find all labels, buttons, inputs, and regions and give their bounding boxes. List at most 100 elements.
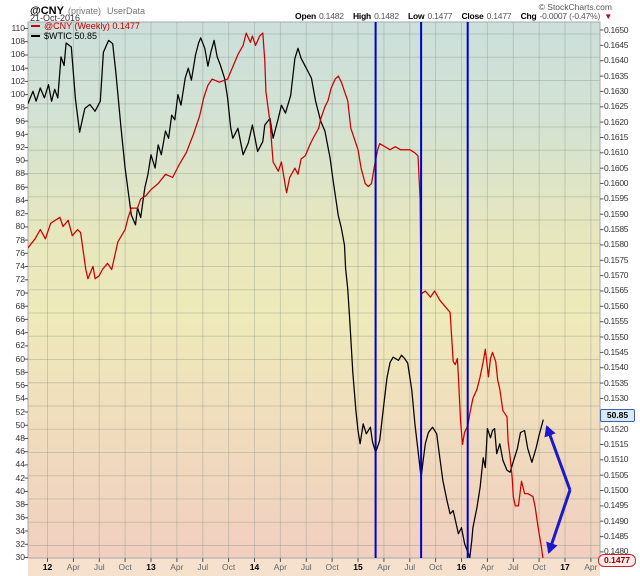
x-axis-tick: Oct [222,562,236,572]
left-axis-tick: 92 [15,142,25,153]
left-axis-tick: 68 [15,300,25,311]
right-axis-tick: 0.1545 [604,346,629,357]
copyright-label: © StockCharts.com [538,2,612,12]
x-axis-tick: Oct [429,562,443,572]
x-axis-tick: Oct [532,562,546,572]
right-axis-tick: 0.1630 [604,85,629,96]
x-axis-tick: 16 [456,562,467,572]
left-axis-tick: 82 [15,208,25,219]
right-axis-tick: 0.1510 [604,454,629,465]
right-axis-tick: 0.1555 [604,316,629,327]
left-axis-tick: 58 [15,366,25,377]
right-axis-tick: 0.1495 [604,500,629,511]
x-axis-tick: Apr [480,562,494,572]
x-axis-tick: Apr [273,562,287,572]
symbol-title: @CNY [30,5,64,17]
left-axis-tick: 80 [15,221,25,232]
left-axis-tick: 104 [10,62,25,73]
annotation-arrow [546,489,572,554]
right-axis-tick: 0.1565 [604,285,629,296]
right-axis-tick: 0.1505 [604,469,629,480]
low-value: 0.1477 [427,11,453,21]
legend-item-wtic: $WTIC 50.85 [31,31,140,41]
left-axis-tick: 42 [15,472,25,483]
left-axis-tick: 108 [10,36,25,47]
cny-series-line [28,32,544,558]
right-axis-tick: 0.1550 [604,331,629,342]
chg-value: -0.0007 (-0.47%) [539,11,601,21]
open-value: 0.1482 [318,11,344,21]
left-axis-tick: 64 [15,327,25,338]
right-axis-tick: 0.1585 [604,224,629,235]
x-axis-tick: Jul [197,562,209,572]
close-value: 0.1477 [486,11,512,21]
left-axis-tick: 44 [15,459,25,470]
right-axis-tick: 0.1570 [604,270,629,281]
right-axis-tick: 0.1605 [604,162,629,173]
left-axis-tick: 60 [15,353,25,364]
left-axis-tick: 90 [15,155,25,166]
x-axis-tick: Jul [300,562,312,572]
wtic-series-line [28,37,544,558]
x-axis-tick: Apr [66,562,80,572]
down-triangle-icon: ▼ [604,12,612,21]
chg-label: Chg [520,11,537,21]
left-axis-tick: 74 [15,261,25,272]
right-axis-tick: 0.1490 [604,515,629,526]
right-axis-tick: 0.1600 [604,178,629,188]
legend-label-wtic: $WTIC 50.85 [44,31,98,41]
x-axis-tick: Jul [404,562,416,572]
left-axis-tick: 110 [11,23,25,33]
left-axis-tick: 46 [15,446,25,457]
left-axis-tick: 56 [15,380,25,391]
right-axis-tick: 0.1485 [604,531,629,542]
right-axis-tick: 0.1620 [604,116,629,127]
right-axis-tick: 0.1575 [604,254,629,265]
x-axis-tick: Apr [584,562,598,572]
quote-row: Open 0.1482 High 0.1482 Low 0.1477 Close 0.1… [295,11,612,21]
left-axis-tick: 88 [15,168,25,179]
right-axis-tick: 0.1530 [604,392,629,403]
left-axis-tick: 78 [15,234,25,245]
left-axis-tick: 76 [15,247,25,258]
x-axis-tick: Apr [170,562,184,572]
right-axis-tick: 0.1540 [604,362,629,373]
right-axis-tick: 0.1610 [604,147,629,158]
annotation-arrow [544,425,572,491]
x-axis-tick: 14 [249,562,260,572]
x-axis-strip [28,558,600,576]
left-axis-tick: 40 [15,485,25,496]
x-axis-tick: Oct [118,562,132,572]
left-axis-tick: 30 [15,552,25,562]
cny-last-price-badge: 0.1477 [598,554,636,567]
legend-label-cny: @CNY (Weekly) 0.1477 [44,21,140,31]
x-axis-tick: Jul [93,562,105,572]
high-label: High [352,11,372,21]
right-axis-tick: 0.1615 [604,131,629,142]
left-axis-tick: 38 [15,499,25,510]
x-axis-tick: 17 [560,562,570,572]
high-value: 0.1482 [374,11,399,21]
right-axis-tick: 0.1520 [604,423,629,434]
right-axis-tick: 0.1535 [604,377,629,388]
left-axis-tick: 52 [15,406,25,417]
right-axis-tick: 0.1500 [604,485,629,495]
left-axis-tick: 84 [15,194,25,205]
left-axis-tick: 34 [15,525,25,536]
dataset-label: UserData [106,6,145,16]
chart-date: 21-Oct-2016 [30,13,81,23]
left-axis-tick: 72 [15,274,25,285]
legend-item-cny: @CNY (Weekly) 0.1477 [31,21,140,31]
right-axis-tick: 0.1640 [604,55,629,66]
left-axis-tick: 66 [15,313,25,324]
right-axis-tick: 0.1645 [604,39,629,50]
left-axis-tick: 100 [10,89,25,100]
x-axis-tick: 12 [42,562,53,572]
left-axis-tick: 106 [10,49,25,60]
plot-background [28,22,600,558]
right-axis-tick: 0.1635 [604,70,629,81]
cny-line-swatch [31,25,40,27]
right-axis-tick: 0.1560 [604,300,629,311]
x-axis-tick: Oct [325,562,339,572]
